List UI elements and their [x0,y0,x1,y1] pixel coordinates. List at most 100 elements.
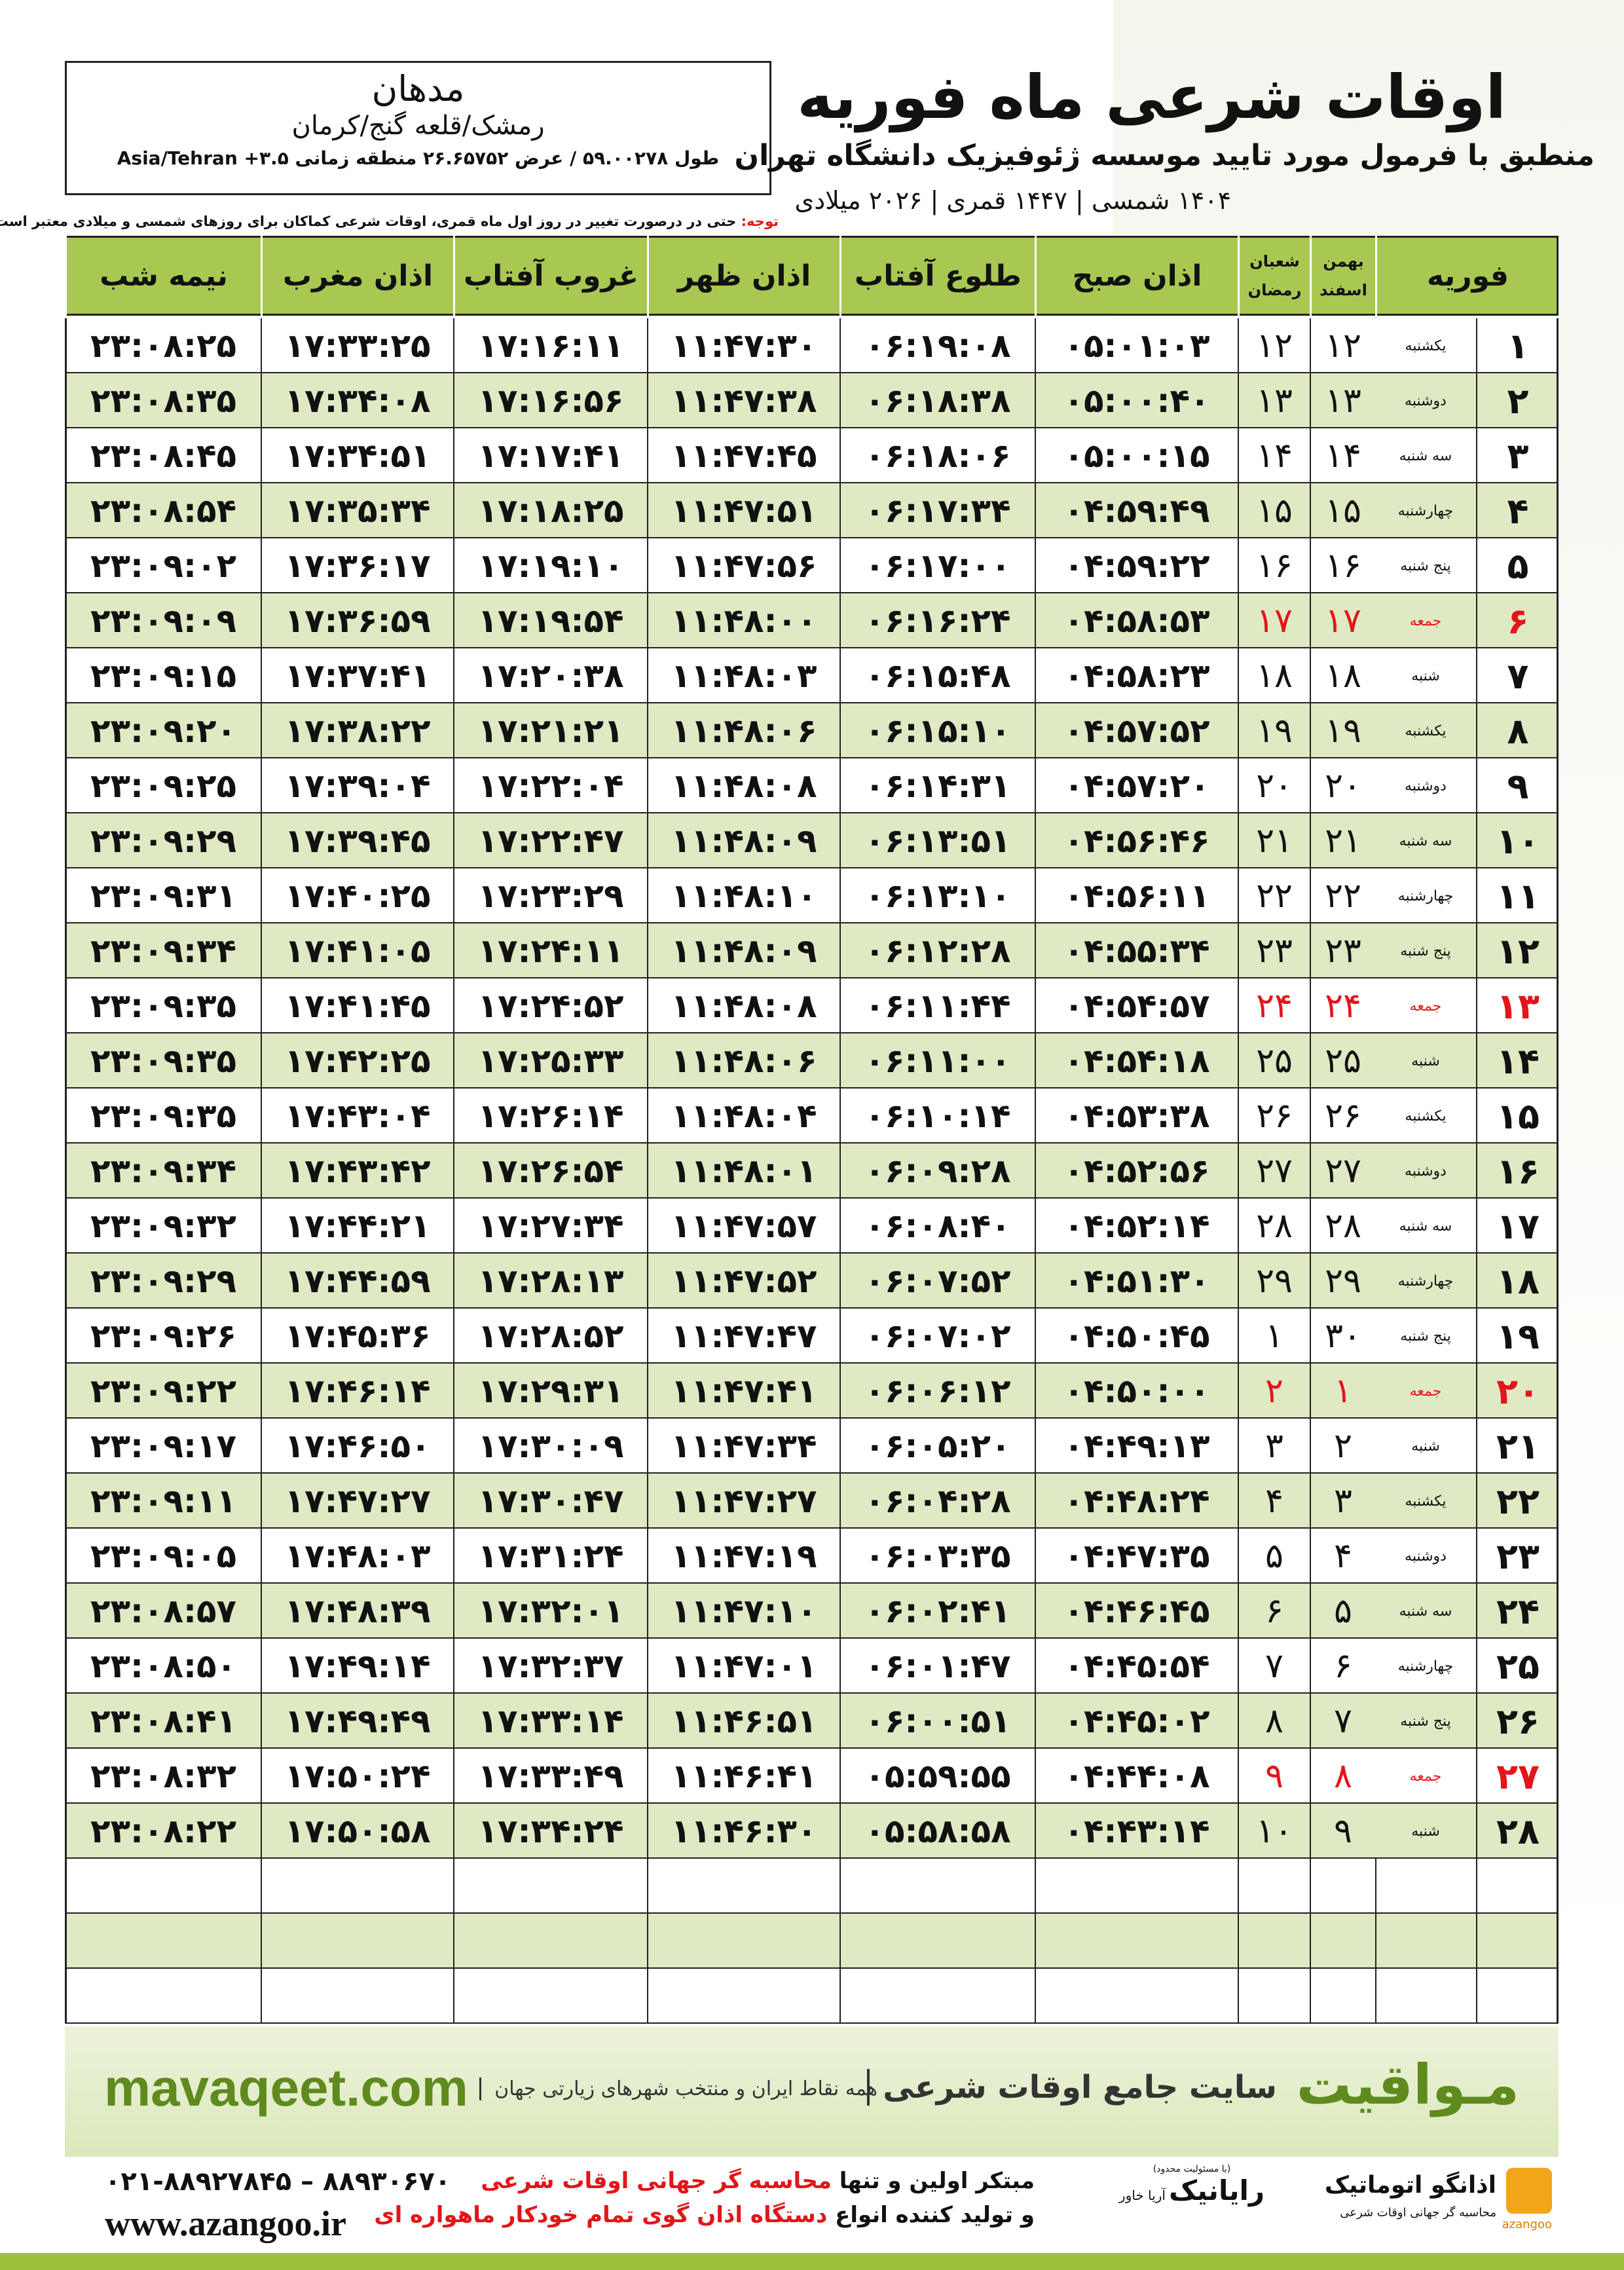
table-row [65,868,1559,923]
prayer-time: ۰۴:۵۵:۳۴ [1035,923,1238,978]
empty-cell [1375,1969,1476,2024]
prayer-time: ۱۷:۳۲:۳۷ [453,1639,647,1694]
prayer-time: ۰۴:۵۹:۴۹ [1035,483,1238,538]
empty-cell [1238,1914,1310,1969]
prayer-time: ۲۳:۰۹:۳۴ [65,1144,261,1199]
prayer-time: ۰۶:۱۳:۱۰ [840,868,1035,923]
prayer-time: ۱۷:۳۵:۳۴ [261,483,453,538]
subtitle: منطبق با فرمول مورد تایید موسسه ژئوفیزیک… [734,139,1595,172]
prayer-time: ۱۷:۳۴:۲۴ [453,1804,647,1859]
hijri-day: ۲ [1310,1419,1375,1474]
prayer-time: ۲۳:۰۹:۳۵ [65,1088,261,1144]
city: مدهان [371,68,465,109]
prayer-time: ۱۷:۴۴:۲۱ [261,1199,453,1254]
prayer-time: ۱۷:۴۰:۲۵ [261,868,453,923]
header-cell: غروب آفتاب [453,236,647,316]
day-number: ۲۵ [1476,1639,1559,1694]
prayer-time: ۱۱:۴۸:۱۰ [647,868,840,923]
logo-text: اذانگو اتوماتیک [1324,2172,1496,2199]
logo-text: azangoo [1502,2218,1552,2231]
prayer-time: ۰۴:۵۹:۲۲ [1035,538,1238,593]
region: رمشک/قلعه گنج/کرمان [291,111,545,141]
hijri-day: ۲۶ [1310,1088,1375,1144]
hijri-day: ۵ [1238,1529,1310,1584]
hijri-day: ۱۷ [1310,593,1375,648]
prayer-time: ۲۳:۰۸:۴۵ [65,428,261,483]
website: www.azangoo.ir [105,2204,346,2243]
prayer-time: ۱۷:۱۸:۲۵ [453,483,647,538]
day-number: ۱۶ [1476,1144,1559,1199]
empty-cell [1310,1914,1375,1969]
prayer-time: ۱۱:۴۷:۵۲ [647,1254,840,1309]
empty-cell [647,1969,840,2024]
hijri-day: ۱۴ [1310,428,1375,483]
prayer-time: ۱۷:۴۶:۱۴ [261,1364,453,1419]
prayer-time: ۱۷:۴۵:۳۶ [261,1309,453,1364]
prayer-time: ۱۷:۴۹:۴۹ [261,1694,453,1749]
prayer-time: ۲۳:۰۹:۲۰ [65,703,261,758]
hijri-day: ۲۲ [1238,868,1310,923]
prayer-time: ۱۷:۵۰:۵۸ [261,1804,453,1859]
empty-cell [1238,1859,1310,1914]
day-number: ۲۰ [1476,1364,1559,1419]
prayer-time: ۱۷:۳۳:۲۵ [261,318,453,373]
hijri-day: ۱۲ [1310,318,1375,373]
prayer-time: ۰۴:۵۰:۰۰ [1035,1364,1238,1419]
hijri-day: ۱ [1238,1309,1310,1364]
prayer-time: ۲۳:۰۸:۲۲ [65,1804,261,1859]
day-number: ۲۶ [1476,1694,1559,1749]
prayer-time: ۱۷:۵۰:۲۴ [261,1749,453,1804]
note-text: حتی در درصورت تغییر در روز اول ماه قمری،… [0,214,737,229]
prayer-time: ۲۳:۰۹:۲۶ [65,1309,261,1364]
hijri-day: ۹ [1238,1749,1310,1804]
empty-cell [453,1914,647,1969]
empty-cell [647,1859,840,1914]
day-number: ۱۲ [1476,923,1559,978]
prayer-time: ۰۴:۵۰:۴۵ [1035,1309,1238,1364]
table-row [65,648,1559,703]
prayer-time: ۱۱:۴۸:۰۶ [647,1033,840,1088]
prayer-time: ۱۷:۲۹:۳۱ [453,1364,647,1419]
hijri-day: ۲۳ [1238,923,1310,978]
prayer-time: ۱۱:۴۸:۰۸ [647,978,840,1033]
empty-cell [261,1914,453,1969]
hijri-day: ۲۴ [1238,978,1310,1033]
table-row [65,1419,1559,1474]
weekday: جمعه [1409,1768,1442,1785]
promo-text: مبتکر اولین و تنها [839,2168,1035,2194]
table-row [65,1474,1559,1529]
prayer-time: ۲۳:۰۹:۳۴ [65,923,261,978]
prayer-time: ۱۱:۴۷:۳۸ [647,373,840,428]
prayer-time: ۰۴:۵۶:۱۱ [1035,868,1238,923]
logo-icon [1506,2168,1552,2214]
hijri-day: ۲۵ [1310,1033,1375,1088]
table-row [65,1749,1559,1804]
table-row [65,1364,1559,1419]
prayer-time: ۱۱:۴۷:۵۱ [647,483,840,538]
weekday: دوشنبه [1405,777,1447,794]
prayer-time: ۱۷:۳۶:۱۷ [261,538,453,593]
prayer-time: ۲۳:۰۹:۰۵ [65,1529,261,1584]
prayer-time: ۱۷:۲۰:۳۸ [453,648,647,703]
prayer-time: ۰۴:۵۷:۵۲ [1035,703,1238,758]
logo-note: (با مسئولیت محدود) [1153,2164,1231,2174]
day-number: ۱۴ [1476,1033,1559,1088]
table-row [65,373,1559,428]
table-row [65,483,1559,538]
table-row [65,1914,1559,1969]
hijri-day: ۳ [1310,1474,1375,1529]
prayer-time: ۰۵:۰۰:۴۰ [1035,373,1238,428]
weekday: سه شنبه [1399,832,1452,849]
day-number: ۱۳ [1476,978,1559,1033]
prayer-time: ۰۵:۵۹:۵۵ [840,1749,1035,1804]
prayer-time: ۰۶:۱۱:۰۰ [840,1033,1035,1088]
empty-cell [65,1859,261,1914]
prayer-time: ۲۳:۰۹:۳۵ [65,978,261,1033]
header-cell: بهمن اسفند [1310,236,1375,316]
day-number: ۱۰ [1476,813,1559,868]
footer-band: مـواقیت سایت جامع اوقات شرعی همه نقاط ای… [65,2026,1559,2157]
prayer-time: ۱۷:۲۵:۳۳ [453,1033,647,1088]
weekday: پنج شنبه [1400,557,1451,574]
empty-cell [840,1914,1035,1969]
